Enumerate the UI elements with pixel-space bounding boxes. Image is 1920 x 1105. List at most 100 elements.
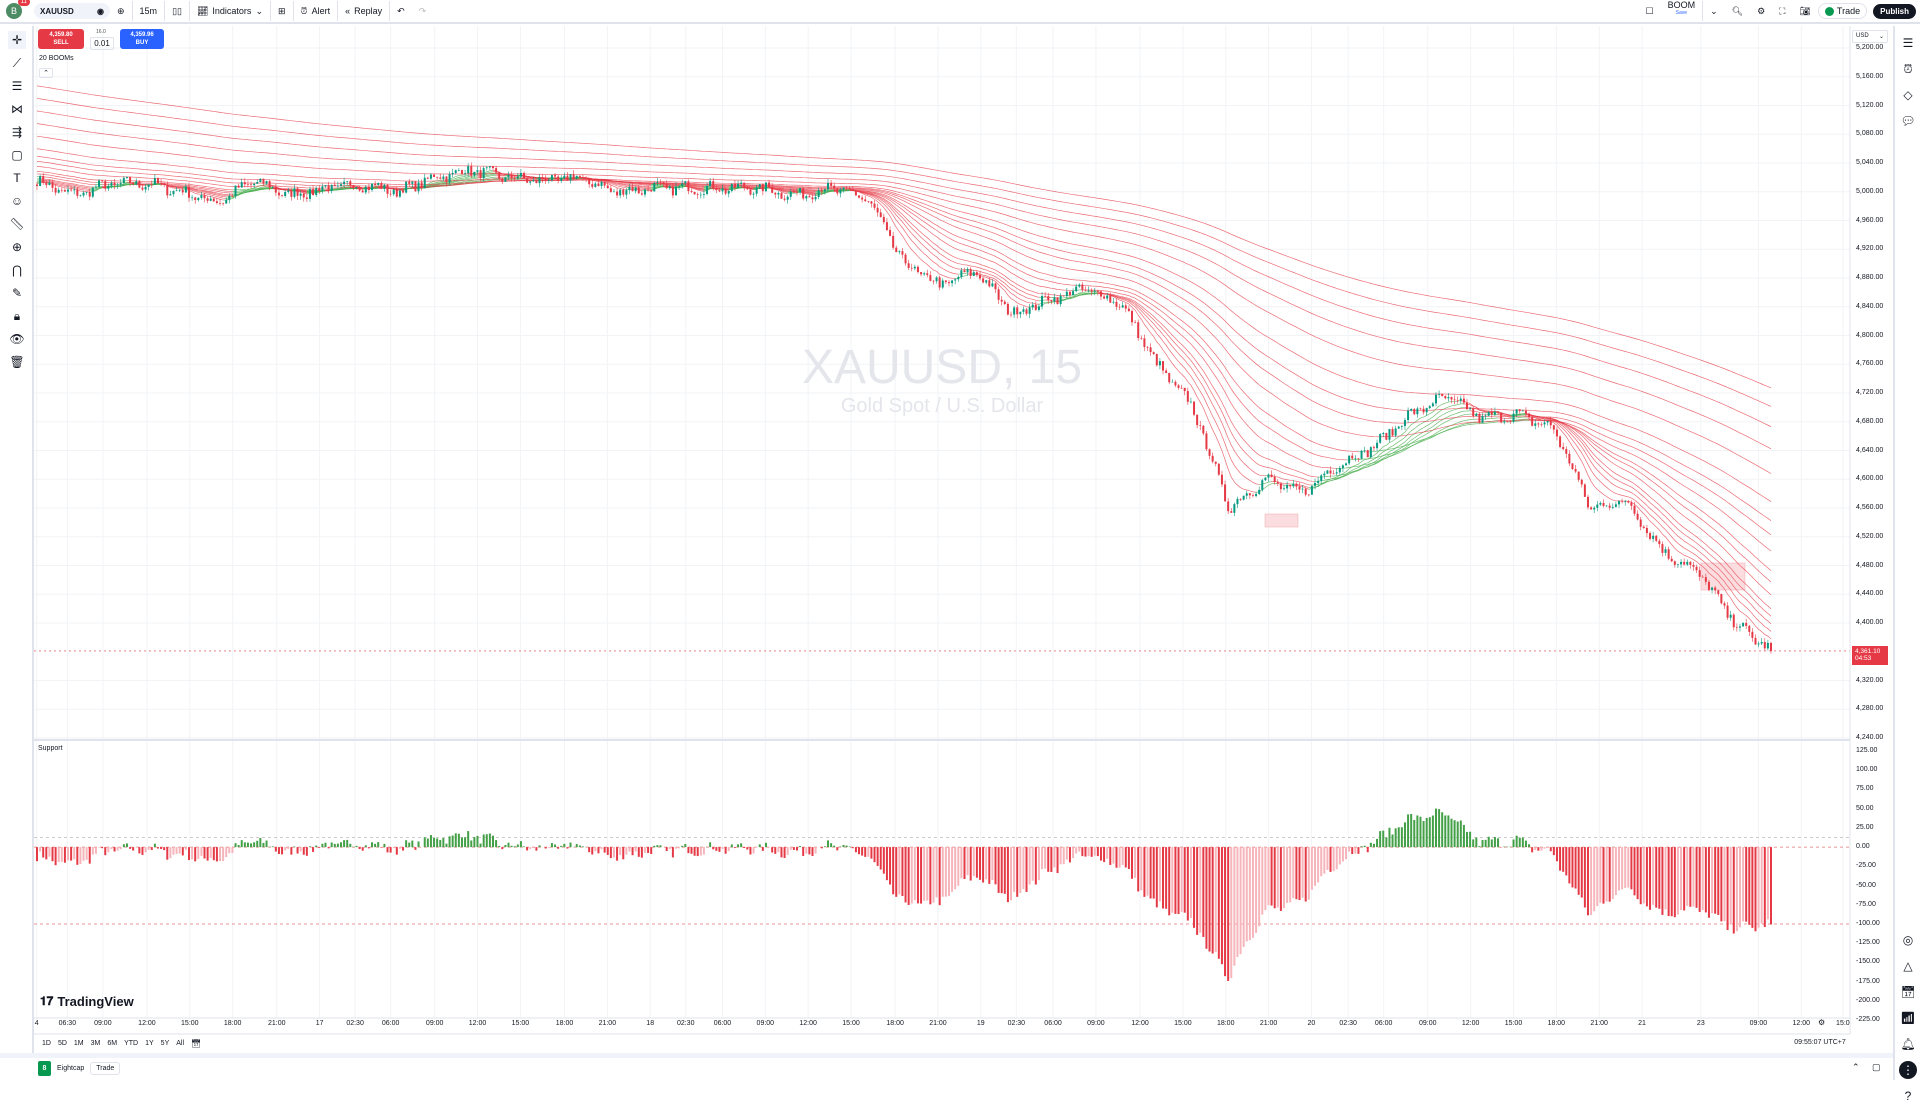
go-to-date-icon[interactable]: 📅︎ <box>191 1039 201 1048</box>
candle <box>1727 602 1729 620</box>
histogram-bar <box>554 845 556 848</box>
range-button[interactable]: 1D <box>42 1040 51 1047</box>
candle <box>1500 412 1502 423</box>
candle <box>1432 402 1434 407</box>
candle <box>700 192 702 199</box>
histogram-bar <box>1578 847 1580 895</box>
candle <box>985 280 987 285</box>
histogram-bar <box>784 847 786 858</box>
range-button[interactable]: 6M <box>107 1040 117 1047</box>
candle <box>889 226 891 236</box>
candle <box>1454 395 1456 404</box>
histogram-bar <box>1081 847 1083 856</box>
histogram-bar <box>455 833 457 847</box>
histogram-bar <box>1029 847 1031 884</box>
candle <box>1640 517 1642 530</box>
histogram-bar <box>1112 847 1114 864</box>
candle <box>1537 422 1539 427</box>
range-button[interactable]: All <box>176 1040 184 1047</box>
histogram-bar <box>1531 847 1533 852</box>
histogram-bar <box>204 847 206 858</box>
histogram-bar <box>1379 831 1381 847</box>
oscillator-tick: -125.00 <box>1856 939 1880 946</box>
last-price: 4,361.10 <box>1855 648 1885 655</box>
candle <box>470 163 472 179</box>
histogram-bar <box>1283 847 1285 908</box>
histogram-bar <box>1004 847 1006 894</box>
auto-scale-icon[interactable]: ⚙ <box>1818 1018 1825 1027</box>
clock[interactable]: 09:55:07 UTC+7 <box>1794 1039 1846 1046</box>
collapse-legend-button[interactable]: ⌃ <box>39 68 53 78</box>
range-button[interactable]: 5Y <box>161 1040 170 1047</box>
panel-expand-icon[interactable]: ⌃ <box>1852 1062 1860 1073</box>
price-tick: 5,200.00 <box>1856 44 1883 51</box>
histogram-bar <box>244 842 246 847</box>
histogram-bar <box>1128 847 1130 869</box>
histogram-bar <box>334 844 336 847</box>
panel-maximize-icon[interactable]: ▢ <box>1872 1062 1881 1073</box>
histogram-bar <box>1649 847 1651 910</box>
histogram-bar <box>52 847 54 861</box>
broker-name[interactable]: Eightcap <box>57 1065 84 1072</box>
candle <box>1618 500 1620 508</box>
histogram-bar <box>759 844 761 847</box>
candle <box>1236 497 1238 508</box>
candle <box>728 190 730 197</box>
candle <box>1029 304 1031 318</box>
histogram-bar <box>1019 847 1021 893</box>
histogram-bar <box>582 846 584 847</box>
candle <box>936 276 938 283</box>
candle <box>780 192 782 199</box>
range-button[interactable]: 1M <box>74 1040 84 1047</box>
candle <box>250 181 252 188</box>
quantity-input[interactable]: 0.01 <box>90 37 114 50</box>
histogram-bar <box>548 847 550 848</box>
histogram-bar <box>855 847 857 852</box>
range-button[interactable]: 3M <box>91 1040 101 1047</box>
candle <box>1581 479 1583 488</box>
histogram-bar <box>659 845 661 847</box>
histogram-bar <box>1292 847 1294 898</box>
candle <box>858 195 860 198</box>
candle <box>1299 483 1301 494</box>
range-button[interactable]: YTD <box>124 1040 138 1047</box>
candle <box>1063 296 1065 297</box>
histogram-bar <box>287 847 289 849</box>
histogram-bar <box>495 840 497 847</box>
histogram-bar <box>414 847 416 850</box>
candle <box>1540 422 1542 427</box>
candle <box>1568 450 1570 466</box>
histogram-bar <box>331 842 333 847</box>
histogram-bar <box>1354 847 1356 853</box>
range-button[interactable]: 1Y <box>145 1040 154 1047</box>
currency-select[interactable]: USD⌄ <box>1852 30 1888 43</box>
indicator-legend[interactable]: 20 BOOMs <box>39 55 74 62</box>
candle <box>197 197 199 201</box>
candle <box>98 179 100 188</box>
histogram-bar <box>1503 847 1505 848</box>
histogram-bar <box>1078 847 1080 851</box>
help-icon[interactable]: ? <box>1899 1087 1917 1105</box>
histogram-bar <box>1454 820 1456 847</box>
histogram-bar <box>1308 847 1310 900</box>
candle <box>1181 385 1183 389</box>
candle <box>1609 503 1611 510</box>
chart-canvas[interactable] <box>0 0 1920 1080</box>
bottom-trade-tab[interactable]: Trade <box>90 1062 120 1075</box>
candle <box>352 185 354 190</box>
candle <box>1559 435 1561 448</box>
histogram-bar <box>356 846 358 847</box>
candle <box>1742 622 1744 626</box>
histogram-bar <box>1596 847 1598 906</box>
histogram-bar <box>272 846 274 847</box>
histogram-bar <box>827 840 829 847</box>
histogram-bar <box>700 847 702 855</box>
histogram-bar <box>666 847 668 851</box>
histogram-bar <box>774 847 776 854</box>
range-button[interactable]: 5D <box>58 1040 67 1047</box>
histogram-bar <box>1602 847 1604 904</box>
histogram-bar <box>480 844 482 848</box>
